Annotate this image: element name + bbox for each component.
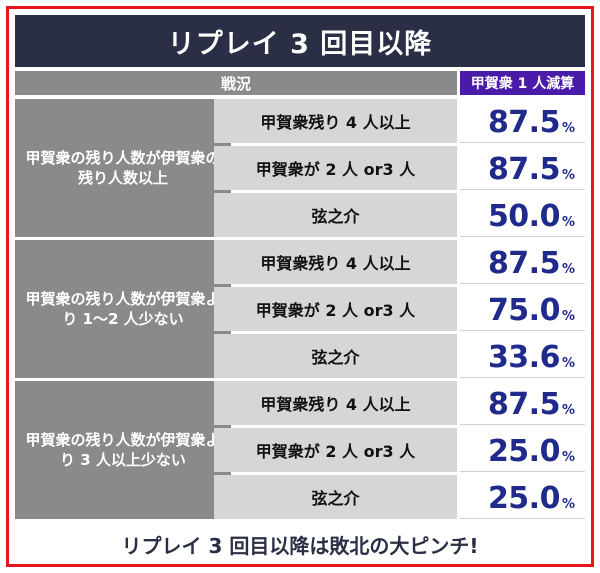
value-number: 33.6 [487, 340, 561, 375]
header-situation: 戦況 [15, 71, 457, 95]
value-unit: % [561, 450, 575, 465]
value-cell: 87.5% [460, 240, 585, 284]
value-unit: % [561, 262, 575, 277]
value-number: 87.5 [487, 105, 561, 140]
header-reduction: 甲賀衆 1 人減算 [460, 71, 585, 95]
group-label: 甲賀衆の残り人数が伊賀衆より 3 人以上少ない [15, 381, 231, 519]
value-unit: % [561, 309, 575, 324]
condition-cell: 甲賀衆残り 4 人以上 [214, 381, 457, 425]
page-title: リプレイ 3 回目以降 [15, 15, 585, 67]
table-frame: リプレイ 3 回目以降 戦況 甲賀衆 1 人減算 甲賀衆の残り人数が伊賀衆の残り… [6, 6, 594, 567]
value-number: 25.0 [487, 434, 561, 469]
value-unit: % [561, 497, 575, 512]
value-cell: 25.0% [460, 475, 585, 519]
value-unit: % [561, 121, 575, 136]
value-unit: % [561, 168, 575, 183]
condition-cell: 甲賀衆残り 4 人以上 [214, 99, 457, 143]
condition-cell: 甲賀衆残り 4 人以上 [214, 240, 457, 284]
condition-cell: 甲賀衆が 2 人 or3 人 [214, 287, 457, 331]
value-number: 25.0 [487, 481, 561, 516]
condition-cell: 弦之介 [214, 193, 457, 237]
value-number: 75.0 [487, 293, 561, 328]
value-number: 87.5 [487, 152, 561, 187]
footer-caption: リプレイ 3 回目以降は敗北の大ピンチ! [121, 533, 479, 558]
value-cell: 87.5% [460, 146, 585, 190]
group-label: 甲賀衆の残り人数が伊賀衆の残り人数以上 [15, 99, 231, 237]
value-cell: 50.0% [460, 193, 585, 237]
condition-cell: 甲賀衆が 2 人 or3 人 [214, 146, 457, 190]
condition-cell: 弦之介 [214, 334, 457, 378]
value-cell: 87.5% [460, 99, 585, 143]
value-number: 87.5 [487, 246, 561, 281]
value-number: 87.5 [487, 387, 561, 422]
condition-cell: 甲賀衆が 2 人 or3 人 [214, 428, 457, 472]
value-number: 50.0 [487, 199, 561, 234]
value-unit: % [561, 403, 575, 418]
value-unit: % [561, 356, 575, 371]
value-cell: 75.0% [460, 287, 585, 331]
value-cell: 87.5% [460, 381, 585, 425]
value-unit: % [561, 215, 575, 230]
value-cell: 33.6% [460, 334, 585, 378]
value-cell: 25.0% [460, 428, 585, 472]
condition-cell: 弦之介 [214, 475, 457, 519]
group-label: 甲賀衆の残り人数が伊賀衆より 1〜2 人少ない [15, 240, 231, 378]
